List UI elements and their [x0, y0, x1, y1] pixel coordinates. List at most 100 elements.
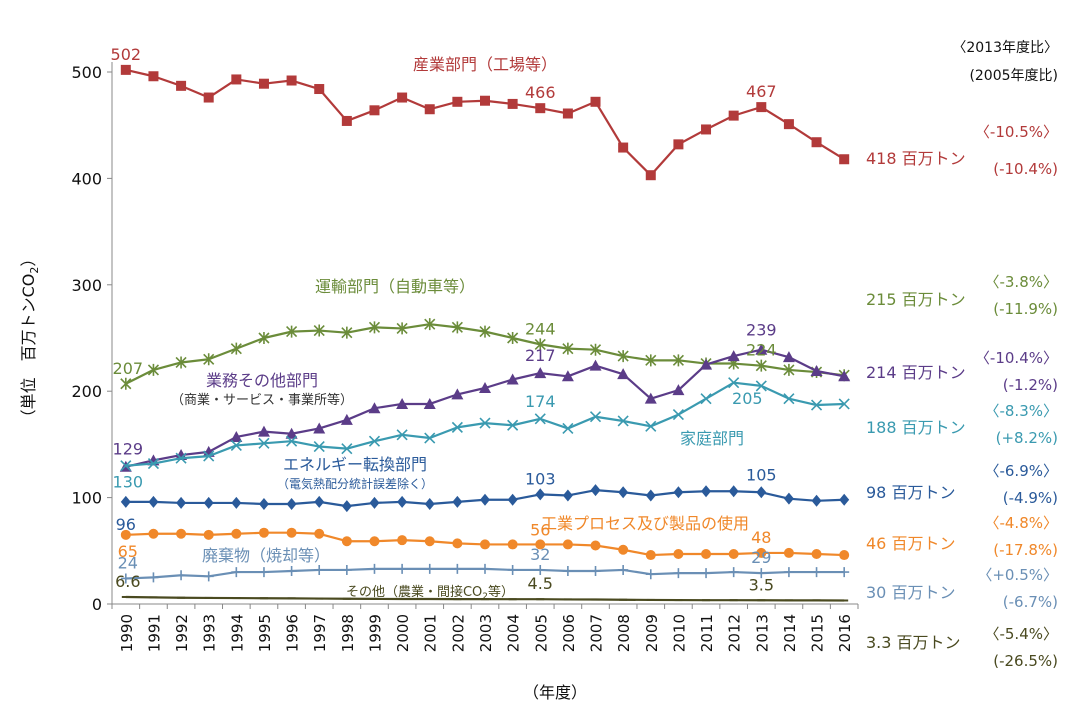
- x-tick-label: 1999: [366, 614, 384, 652]
- series-name-household: 家庭部門: [680, 429, 744, 448]
- data-point-industry: [839, 154, 850, 165]
- data-point-waste: [645, 569, 656, 580]
- data-point-household: [175, 452, 187, 464]
- data-point-household: [755, 380, 767, 392]
- data-point-industry: [562, 108, 573, 119]
- data-point-household: [258, 437, 270, 449]
- data-point-commercial: [534, 367, 547, 379]
- x-tick-label: 2011: [698, 614, 716, 652]
- data-label-energy: 105: [746, 465, 777, 484]
- data-point-commercial: [782, 351, 795, 363]
- data-point-waste: [701, 568, 712, 579]
- data-point-waste: [203, 571, 214, 582]
- data-point-transport: [258, 332, 270, 344]
- total-label-transport: 215 百万トン: [866, 290, 966, 309]
- data-point-household: [838, 398, 850, 410]
- data-label-household: 174: [525, 392, 556, 411]
- series-line-industry: [125, 68, 845, 177]
- data-point-household: [810, 399, 823, 411]
- series-transport: [120, 318, 850, 390]
- data-point-commercial: [727, 350, 740, 362]
- data-point-industry: [783, 119, 794, 130]
- data-point-transport: [617, 350, 629, 363]
- data-point-process: [756, 547, 767, 558]
- change-2013-other: 〈-5.4%〉: [984, 625, 1058, 643]
- total-label-energy: 98 百万トン: [866, 483, 955, 502]
- data-point-industry: [590, 96, 601, 107]
- series-name-industry: 産業部門（工場等）: [413, 55, 557, 74]
- data-point-waste: [148, 572, 159, 583]
- y-axis-title-main: （単位 百万トンCO: [19, 274, 38, 426]
- data-point-process: [618, 544, 629, 555]
- x-tick-label: 1998: [339, 614, 357, 652]
- change-2005-process: (-17.8%): [993, 541, 1058, 559]
- data-point-household: [479, 417, 491, 429]
- data-label-transport: 207: [113, 359, 144, 378]
- series-name-end: 等）: [488, 584, 514, 600]
- data-point-process: [783, 547, 794, 558]
- data-label-commercial: 217: [525, 346, 556, 365]
- change-2005-commercial: (-1.2%): [1003, 376, 1058, 394]
- total-label-process: 46 百万トン: [866, 534, 955, 553]
- x-tick-label: 1994: [228, 614, 246, 652]
- data-point-waste: [424, 563, 435, 574]
- data-point-household: [534, 413, 546, 425]
- data-label-commercial: 129: [113, 440, 144, 459]
- series-subname-commercial: （商業・サービス・事業所等）: [171, 392, 353, 408]
- data-point-transport: [175, 356, 187, 369]
- data-point-commercial: [340, 413, 353, 425]
- data-label-industry: 467: [746, 82, 777, 101]
- data-point-waste: [120, 573, 131, 584]
- change-2005-household: (+8.2%): [996, 429, 1058, 447]
- data-point-process: [369, 536, 380, 547]
- data-point-transport: [755, 359, 767, 372]
- series-name-subscript: 2: [482, 592, 488, 602]
- y-tick-label: 100: [71, 489, 102, 508]
- x-tick-label: 2009: [643, 614, 661, 652]
- data-point-industry: [507, 98, 518, 109]
- header-ratio-2013: 〈2013年度比〉: [952, 40, 1058, 56]
- data-label-industry: 466: [525, 83, 556, 102]
- axes: 0 100 200 300 400 500 1990 1991 1992 1993 1994 1995…: [19, 62, 859, 702]
- data-point-process: [314, 528, 325, 539]
- data-point-transport: [286, 325, 298, 338]
- data-point-process: [286, 527, 297, 538]
- series-energy: [120, 484, 850, 513]
- data-point-waste: [176, 570, 187, 581]
- data-point-household: [230, 439, 242, 452]
- right-annotations: 〈2013年度比〉 (2005年度比) 418 百万トン〈-10.5%〉 (-10.4…: [866, 40, 1058, 670]
- data-point-household: [313, 440, 325, 453]
- data-point-industry: [535, 103, 546, 114]
- data-label-other: 6.6: [115, 572, 140, 591]
- data-label-process: 65: [118, 542, 138, 561]
- change-2013-waste: 〈+0.5%〉: [977, 566, 1058, 584]
- data-point-energy: [397, 495, 408, 508]
- data-point-process: [562, 539, 573, 550]
- data-point-transport: [589, 343, 602, 356]
- data-point-industry: [424, 104, 435, 115]
- data-point-energy: [286, 497, 297, 510]
- data-point-process: [590, 540, 601, 551]
- data-label-process: 48: [751, 528, 771, 547]
- data-point-waste: [452, 563, 463, 574]
- data-point-waste: [728, 567, 739, 578]
- x-tick-label: 1995: [256, 614, 274, 652]
- data-point-waste: [231, 567, 242, 578]
- total-label-waste: 30 百万トン: [866, 583, 955, 602]
- x-tick-label: 2003: [477, 614, 495, 652]
- change-2013-industry: 〈-10.5%〉: [975, 123, 1058, 141]
- data-point-household: [617, 415, 629, 427]
- x-tick-label: 2006: [560, 614, 578, 652]
- data-point-transport: [203, 353, 215, 366]
- series-household: [120, 377, 850, 472]
- y-tick-label: 300: [71, 276, 102, 295]
- data-point-transport: [424, 318, 436, 331]
- data-point-transport: [479, 325, 491, 338]
- data-point-energy: [203, 496, 214, 509]
- data-point-commercial: [644, 392, 657, 404]
- series-name-transport: 運輸部門（自動車等）: [315, 277, 475, 296]
- data-label-other: 4.5: [528, 574, 553, 593]
- data-point-commercial: [285, 427, 298, 439]
- y-axis-title-sub: 2: [28, 267, 41, 274]
